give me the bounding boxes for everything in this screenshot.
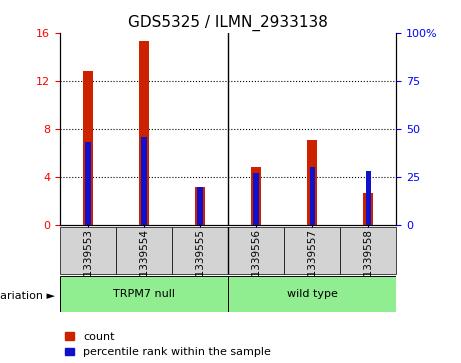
FancyBboxPatch shape — [60, 276, 228, 312]
Text: GSM1339554: GSM1339554 — [139, 229, 149, 299]
Bar — [254, 173, 259, 225]
Bar — [195, 187, 205, 225]
Bar — [363, 193, 373, 225]
Legend: count, percentile rank within the sample: count, percentile rank within the sample — [65, 332, 271, 358]
Text: TRPM7 null: TRPM7 null — [113, 289, 175, 299]
Bar — [85, 142, 91, 225]
Title: GDS5325 / ILMN_2933138: GDS5325 / ILMN_2933138 — [128, 15, 328, 31]
Text: GSM1339556: GSM1339556 — [251, 229, 261, 299]
FancyBboxPatch shape — [60, 227, 116, 274]
Bar — [307, 140, 317, 225]
Text: GSM1339557: GSM1339557 — [307, 229, 317, 299]
Bar — [366, 171, 371, 225]
Bar — [197, 187, 203, 225]
FancyBboxPatch shape — [228, 276, 396, 312]
Bar — [139, 41, 149, 225]
Text: GSM1339558: GSM1339558 — [363, 229, 373, 299]
Text: GSM1339553: GSM1339553 — [83, 229, 93, 299]
Bar — [251, 167, 261, 225]
FancyBboxPatch shape — [284, 227, 340, 274]
Text: GSM1339555: GSM1339555 — [195, 229, 205, 299]
Bar — [141, 136, 147, 225]
FancyBboxPatch shape — [172, 227, 228, 274]
FancyBboxPatch shape — [340, 227, 396, 274]
FancyBboxPatch shape — [228, 227, 284, 274]
FancyBboxPatch shape — [116, 227, 172, 274]
Text: genotype/variation ►: genotype/variation ► — [0, 291, 55, 301]
Text: wild type: wild type — [287, 289, 338, 299]
Bar — [83, 71, 93, 225]
Bar — [309, 167, 315, 225]
